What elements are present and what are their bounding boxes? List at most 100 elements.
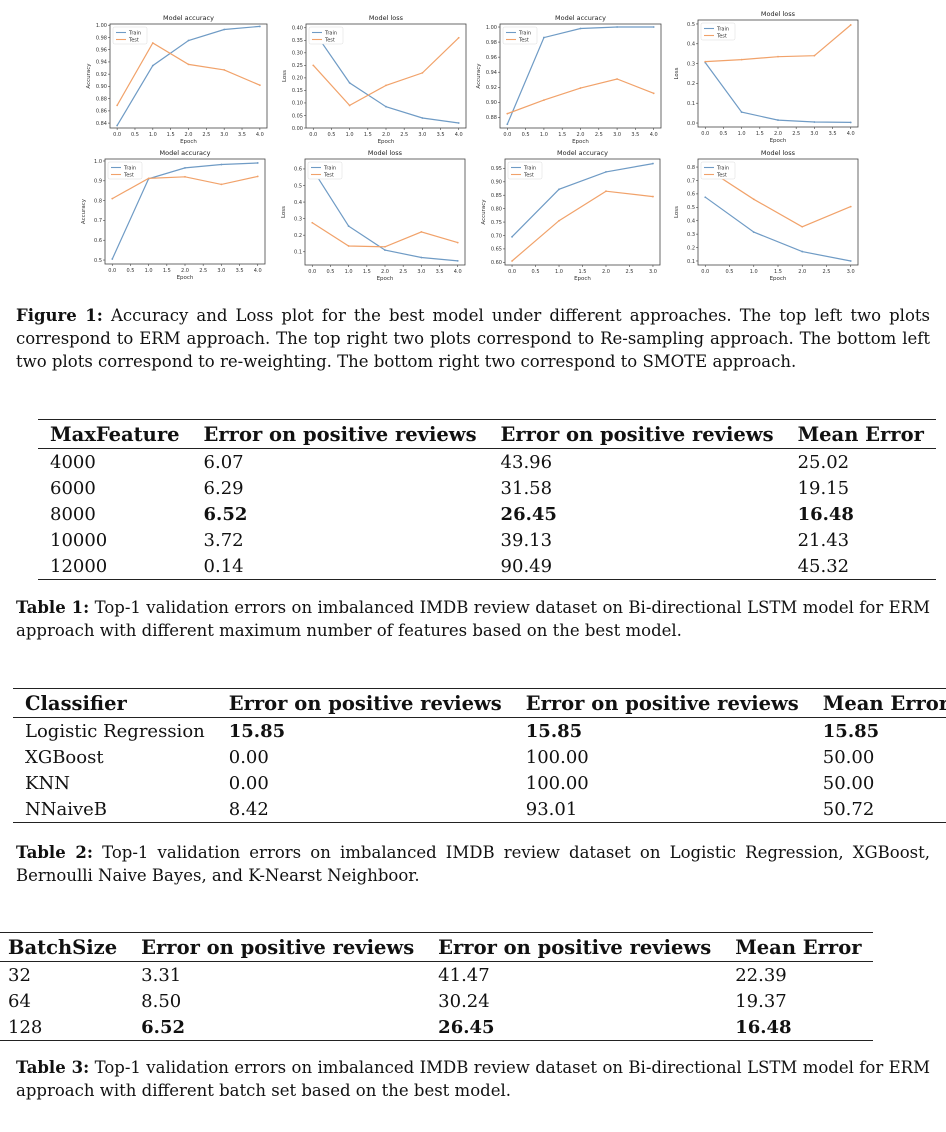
data-point <box>220 183 223 186</box>
x-tick-label: 0.0 <box>701 269 709 275</box>
table-2-caption: Table 2: Top-1 validation errors on imba… <box>16 841 930 887</box>
x-tick-label: 1.5 <box>364 132 372 138</box>
x-tick-label: 3.0 <box>649 269 657 275</box>
x-tick-label: 1.5 <box>363 269 371 275</box>
y-tick-label: 0.90 <box>491 180 502 186</box>
y-tick-label: 0.40 <box>292 26 303 32</box>
x-tick-label: 0.0 <box>113 132 121 138</box>
series-line-test <box>312 37 460 107</box>
data-point <box>312 64 315 67</box>
y-tick-label: 0.98 <box>96 35 107 41</box>
table-3-caption: Table 3: Top-1 validation errors on imba… <box>16 1056 930 1102</box>
x-tick-label: 0.0 <box>309 132 317 138</box>
data-point <box>543 99 545 102</box>
data-point <box>187 63 190 66</box>
table-cell: 50.00 <box>822 773 875 794</box>
table-2-text: Top-1 validation errors on imbalanced IM… <box>16 843 931 885</box>
table-cell: 15.85 <box>822 721 880 742</box>
data-point <box>652 162 654 165</box>
data-point <box>187 39 190 42</box>
x-tick-label: 3.0 <box>217 268 225 274</box>
y-tick-label: 0.0 <box>687 121 695 127</box>
data-point <box>616 78 618 80</box>
x-tick-label: 2.0 <box>185 132 193 138</box>
data-point <box>752 231 755 234</box>
y-tick-label: 0.6 <box>687 192 695 198</box>
legend-label: Train <box>716 165 729 171</box>
x-tick-label: 3.0 <box>613 132 621 138</box>
data-point <box>457 122 460 124</box>
x-tick-label: 3.5 <box>829 131 837 137</box>
legend-label: Test <box>323 172 334 178</box>
y-axis-label: Loss <box>674 206 680 218</box>
x-tick-label: 2.0 <box>181 268 189 274</box>
chart-panel: Model loss 0.0 0.5 1.0 1.5 2.0 2.5 3.0 3.5 4.0 0.0… <box>282 14 467 145</box>
table-cell: 128 <box>8 1017 43 1038</box>
column-header: BatchSize <box>8 936 118 959</box>
table-cell: 31.58 <box>500 478 553 499</box>
data-point <box>184 167 186 169</box>
chart-panel: Model accuracy 0.0 0.5 1.0 1.5 2.0 2.5 3.0 3.5 4.… <box>81 149 266 281</box>
table-cell: XGBoost <box>25 747 104 768</box>
y-tick-label: 0.35 <box>292 38 303 44</box>
x-tick-label: 0.5 <box>719 131 727 137</box>
table-cell: 3.31 <box>141 965 182 986</box>
y-tick-label: 0.94 <box>96 60 107 66</box>
data-point <box>220 163 223 166</box>
series-line-train <box>511 163 654 238</box>
data-point <box>116 104 119 107</box>
data-point <box>605 170 607 173</box>
table-row: 4000 6.07 43.96 25.02 <box>38 449 936 476</box>
y-tick-label: 0.3 <box>294 216 302 222</box>
data-point <box>421 117 424 119</box>
y-tick-label: 0.3 <box>687 232 695 238</box>
data-point <box>813 54 816 57</box>
y-tick-label: 1.00 <box>96 23 107 29</box>
table-cell: KNN <box>25 773 70 794</box>
data-point <box>256 162 259 164</box>
x-tick-label: 0.5 <box>327 132 335 138</box>
table-cell: 100.00 <box>525 773 589 794</box>
figure-1-caption: Figure 1: Accuracy and Loss plot for the… <box>16 304 930 373</box>
header-row: MaxFeature Error on positive reviews Error… <box>38 419 936 449</box>
data-point <box>147 177 150 180</box>
table-cell: 26.45 <box>438 1017 495 1038</box>
y-tick-label: 0.8 <box>687 165 695 171</box>
table-cell: 0.14 <box>203 556 244 577</box>
legend-label: Train <box>518 30 531 36</box>
data-point <box>506 112 509 115</box>
data-point <box>151 42 154 44</box>
data-point <box>704 196 707 199</box>
table-3-text: Top-1 validation errors on imbalanced IM… <box>16 1058 930 1100</box>
column-header: Error on positive reviews <box>500 423 774 446</box>
y-tick-label: 0.30 <box>292 51 303 57</box>
data-point <box>605 190 607 193</box>
table-cell: 8.42 <box>228 799 269 820</box>
y-axis-label: Loss <box>282 70 288 82</box>
x-tick-label: 2.0 <box>602 269 610 275</box>
column-header: Error on positive reviews <box>228 692 502 715</box>
x-tick-label: 1.5 <box>579 269 587 275</box>
y-axis-label: Loss <box>674 67 680 79</box>
chart-panel: Model accuracy 0.0 0.5 1.0 1.5 2.0 2.5 3.0 3.5 4.… <box>476 14 662 145</box>
y-tick-label: 1.0 <box>94 159 102 165</box>
legend-label: Train <box>323 165 336 171</box>
y-tick-label: 0.84 <box>96 121 107 127</box>
column-header: Error on positive reviews <box>438 936 712 959</box>
x-axis-label: Epoch <box>572 139 589 145</box>
data-point <box>384 245 386 248</box>
y-tick-label: 0.4 <box>294 200 302 206</box>
y-tick-label: 0.90 <box>486 100 497 106</box>
data-point <box>849 260 852 262</box>
table-cell: 45.32 <box>797 556 850 577</box>
data-point <box>558 188 560 191</box>
data-point <box>740 58 743 61</box>
table-cell: 30.24 <box>438 991 490 1012</box>
table-cell: 6.29 <box>203 478 244 499</box>
y-tick-label: 0.98 <box>486 40 497 46</box>
y-tick-label: 0.00 <box>292 126 303 132</box>
y-tick-label: 0.7 <box>94 218 102 224</box>
x-tick-label: 2.5 <box>823 269 831 275</box>
x-tick-label: 2.0 <box>381 269 389 275</box>
table-row: XGBoost 0.00 100.00 50.00 <box>13 744 946 770</box>
